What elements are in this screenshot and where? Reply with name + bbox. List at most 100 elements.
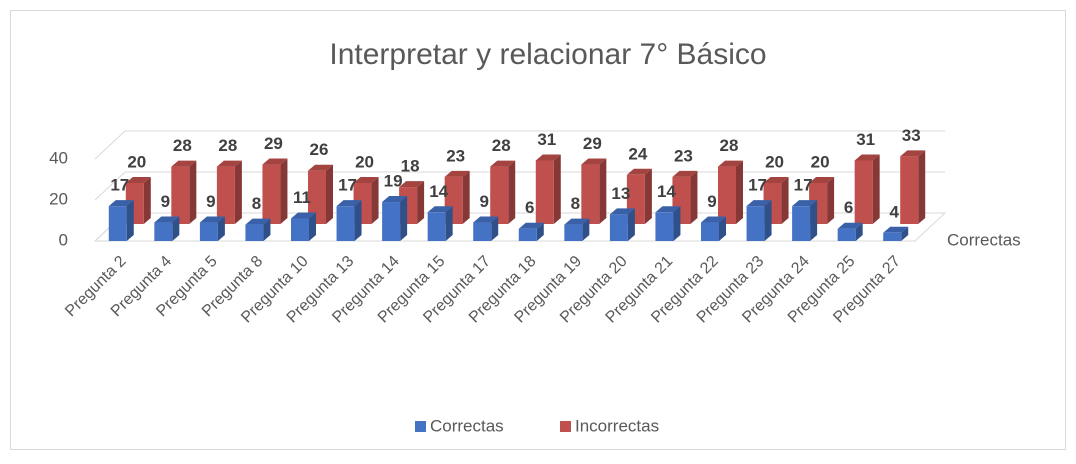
bar-side [644, 168, 652, 224]
bar-side [309, 212, 316, 241]
y-tick-label: 20 [49, 189, 68, 208]
data-label: 9 [707, 192, 716, 211]
bar-top [809, 177, 835, 183]
bar-side [690, 170, 698, 224]
bar [473, 222, 492, 241]
bar-side [354, 200, 362, 241]
bar-side [172, 216, 180, 241]
bar-top [245, 218, 271, 225]
bar-top [701, 216, 726, 223]
bar-top [518, 222, 544, 229]
bar-top [262, 158, 288, 165]
bar-side [781, 177, 789, 224]
data-label: 28 [492, 136, 511, 155]
bar [900, 156, 919, 224]
bar-side [553, 154, 561, 224]
bar [262, 164, 281, 224]
y-tick-label: 40 [49, 148, 68, 167]
data-label: 9 [161, 192, 170, 211]
data-label: 8 [252, 194, 261, 213]
bar-side [810, 200, 818, 241]
data-label: 23 [674, 146, 693, 165]
bar-top [854, 154, 880, 161]
bar [171, 166, 190, 224]
data-label: 31 [856, 130, 875, 149]
data-label: 31 [537, 130, 556, 149]
bar-top [108, 200, 134, 207]
bar-top [837, 222, 863, 229]
data-label: 6 [525, 198, 534, 217]
bar-side [462, 170, 470, 224]
data-label: 18 [401, 157, 420, 176]
bar-side [736, 160, 743, 224]
bar-top [199, 216, 225, 223]
bar-top [154, 216, 180, 223]
bar [837, 228, 856, 241]
bar [883, 232, 902, 241]
bar-top [763, 177, 789, 183]
bar-side [872, 154, 880, 224]
data-label: 17 [338, 176, 357, 195]
y-tick-label: 0 [59, 230, 68, 249]
data-label: 20 [355, 152, 374, 171]
bar [518, 228, 537, 241]
bar [336, 206, 355, 241]
grid-line [94, 130, 945, 160]
bar-top [125, 177, 151, 183]
bar-side [126, 200, 134, 241]
grid-line [94, 171, 945, 201]
bar-side [217, 216, 225, 241]
bar-top [399, 181, 425, 188]
data-label: 20 [127, 152, 146, 171]
bar-top [535, 154, 561, 161]
bar-top [672, 170, 698, 177]
bar-side [599, 158, 607, 224]
bar-top [291, 212, 316, 219]
legend-label: Correctas [430, 416, 504, 435]
bar [427, 212, 446, 241]
data-label: 8 [571, 194, 580, 213]
data-label: 9 [479, 192, 488, 211]
data-label: 28 [720, 136, 739, 155]
bar-side [371, 177, 379, 224]
bar-side [326, 164, 333, 224]
data-label: 4 [889, 202, 899, 221]
bar-top [308, 164, 333, 171]
data-label: 11 [293, 188, 311, 207]
bar-top [473, 216, 499, 223]
bar-top [490, 160, 516, 167]
bar-top [900, 150, 926, 157]
data-label: 29 [583, 134, 602, 153]
bar-top [655, 206, 681, 213]
bar [245, 224, 264, 241]
data-label: 28 [218, 136, 237, 155]
bar-side [143, 177, 151, 224]
bar-top [382, 196, 408, 203]
bar [854, 160, 873, 224]
legend-swatch [415, 421, 426, 432]
data-label: 24 [628, 144, 647, 163]
bar [746, 206, 765, 241]
bar-side [673, 206, 681, 241]
legend-swatch [560, 421, 571, 432]
bar-top [746, 200, 772, 207]
bar-side [417, 181, 425, 224]
bar-top [883, 226, 909, 233]
data-label: 33 [902, 126, 921, 145]
bar-top [336, 200, 362, 207]
data-label: 20 [765, 152, 784, 171]
bar-side [263, 218, 271, 241]
bar-top [581, 158, 607, 165]
bar [108, 206, 127, 241]
bar-side [536, 222, 544, 241]
bar-top [626, 168, 652, 175]
bar [199, 222, 218, 241]
bar-side [627, 208, 635, 241]
bar-side [582, 218, 590, 241]
data-label: 17 [794, 176, 813, 195]
bar-top [427, 206, 453, 213]
bar-top [564, 218, 590, 225]
bar [581, 164, 600, 224]
bar-top [444, 170, 470, 177]
bar-top [171, 160, 197, 167]
